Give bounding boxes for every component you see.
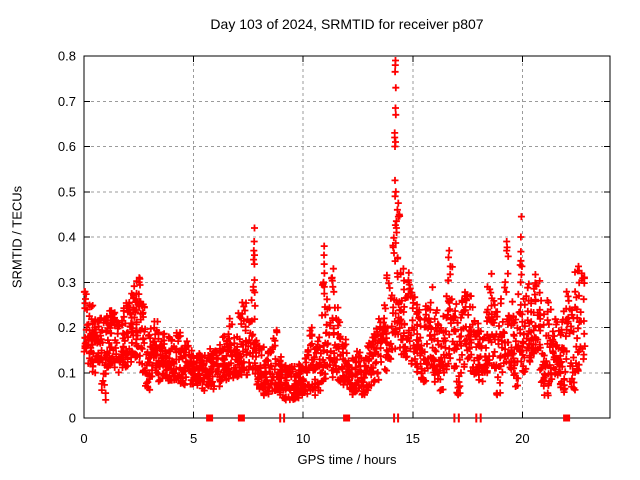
y-tick-label: 0.6 xyxy=(58,139,76,154)
baseline-tick-marker xyxy=(475,413,478,423)
baseline-event-markers xyxy=(206,413,571,423)
x-axis-title: GPS time / hours xyxy=(297,452,397,467)
chart-title: Day 103 of 2024, SRMTID for receiver p80… xyxy=(210,16,484,32)
y-tick-label: 0.7 xyxy=(58,94,76,109)
y-tick-label: 0.3 xyxy=(58,275,76,290)
baseline-square-marker xyxy=(343,414,351,422)
baseline-square-marker xyxy=(563,414,571,422)
y-tick-label: 0.8 xyxy=(58,49,76,64)
x-tick-label: 5 xyxy=(190,431,197,446)
y-axis-title: SRMTID / TECUs xyxy=(9,185,25,289)
x-tick-label: 20 xyxy=(515,431,529,446)
scatter-points xyxy=(80,57,589,404)
x-tick-label: 10 xyxy=(296,431,310,446)
baseline-tick-marker xyxy=(283,413,286,423)
baseline-tick-marker xyxy=(397,413,400,423)
x-tick-label: 15 xyxy=(406,431,420,446)
baseline-tick-marker xyxy=(479,413,482,423)
y-tick-label: 0.5 xyxy=(58,184,76,199)
baseline-tick-marker xyxy=(279,413,282,423)
baseline-square-marker xyxy=(237,414,245,422)
baseline-tick-marker xyxy=(453,413,456,423)
y-tick-label: 0.4 xyxy=(58,230,76,245)
x-tick-label: 0 xyxy=(80,431,87,446)
tick-labels: 0 0.1 0.2 0.3 0.4 0.5 0.6 0.7 0.8 0 5 10 15 20 xyxy=(58,49,530,447)
y-tick-label: 0.1 xyxy=(58,365,76,380)
y-tick-label: 0.2 xyxy=(58,320,76,335)
baseline-tick-marker xyxy=(393,413,396,423)
baseline-tick-marker xyxy=(457,413,460,423)
y-tick-label: 0 xyxy=(69,411,76,426)
baseline-square-marker xyxy=(206,414,214,422)
